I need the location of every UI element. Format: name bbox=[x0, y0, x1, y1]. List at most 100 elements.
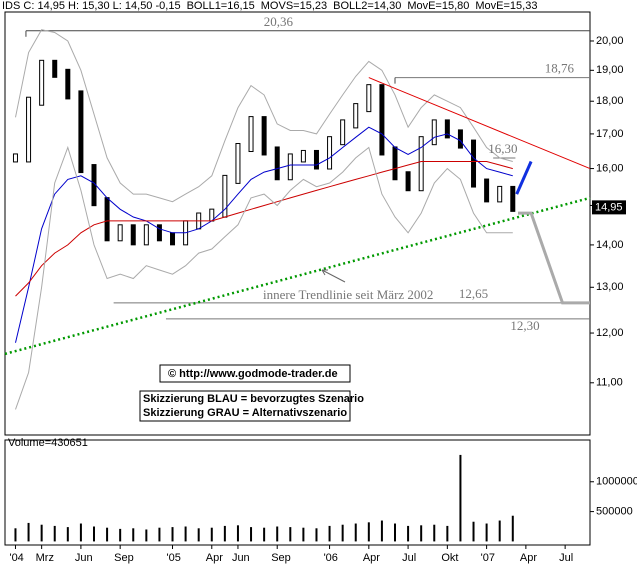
level-label: 18,76 bbox=[545, 61, 575, 76]
level-label: 20,36 bbox=[264, 14, 294, 29]
candle bbox=[26, 96, 32, 163]
candle bbox=[39, 59, 45, 106]
x-tick-label: Jul bbox=[559, 552, 573, 564]
volume-bar bbox=[27, 522, 30, 542]
volume-bar bbox=[197, 528, 200, 542]
volume-bar bbox=[223, 525, 226, 542]
candle bbox=[287, 153, 293, 181]
volume-bar bbox=[394, 523, 396, 542]
volume-bar bbox=[263, 527, 266, 542]
volume-label: Volume=430651 bbox=[8, 437, 88, 449]
volume-bar bbox=[14, 528, 17, 542]
volume-bar bbox=[302, 527, 305, 542]
volume-bar bbox=[407, 525, 410, 542]
candle bbox=[392, 146, 398, 181]
candle bbox=[457, 129, 463, 149]
volume-bar bbox=[92, 526, 95, 542]
trendline bbox=[368, 77, 591, 170]
volume-bar bbox=[53, 525, 56, 542]
volume-bar bbox=[485, 523, 488, 542]
x-tick-label: Sep bbox=[114, 552, 134, 564]
volume-bar bbox=[236, 525, 239, 542]
volume-bar bbox=[40, 524, 43, 542]
candle bbox=[143, 224, 149, 246]
header-item: BOLL2=14,30 bbox=[333, 0, 401, 12]
y-tick-label: 12,00 bbox=[596, 327, 624, 339]
candle bbox=[78, 90, 84, 174]
volume-bar bbox=[459, 454, 462, 542]
copyright: © http://www.godmode-trader.de bbox=[168, 368, 338, 380]
volume-bar bbox=[354, 523, 357, 542]
candle bbox=[340, 119, 346, 146]
header-item: MOVS=15,23 bbox=[261, 0, 327, 12]
candle bbox=[418, 136, 424, 192]
scenario-path bbox=[518, 211, 590, 305]
x-tick-label: '05 bbox=[167, 552, 181, 564]
level-label: 16,30 bbox=[488, 141, 517, 156]
volume-bar bbox=[106, 527, 109, 542]
volume-frame bbox=[4, 439, 591, 546]
indicator-line bbox=[15, 126, 513, 343]
candle bbox=[366, 84, 372, 113]
indicator-line bbox=[15, 145, 513, 410]
candle bbox=[156, 224, 162, 242]
volume-bar bbox=[210, 527, 213, 542]
volume-bar bbox=[498, 520, 501, 542]
note-arrow bbox=[321, 269, 346, 283]
y-tick-label: 14,00 bbox=[596, 239, 624, 251]
y-tick-label: 20,00 bbox=[596, 35, 624, 47]
y-tick-label: 13,00 bbox=[596, 281, 624, 293]
candle bbox=[117, 224, 123, 242]
candle bbox=[261, 116, 267, 156]
candle bbox=[327, 136, 333, 170]
volume-bar bbox=[66, 527, 69, 542]
x-tick-label: '04 bbox=[9, 552, 23, 564]
volume-bar bbox=[367, 522, 370, 542]
candle bbox=[12, 153, 18, 163]
volume-bar bbox=[132, 528, 135, 542]
x-tick-label: Apr bbox=[363, 552, 380, 564]
volume-bar bbox=[250, 527, 253, 542]
legend-notes: Skizzierung BLAU = bevorzugtes Szenario … bbox=[139, 390, 364, 422]
header-item: MovE=15,33 bbox=[475, 0, 537, 12]
price-tag bbox=[592, 200, 626, 215]
candle bbox=[431, 119, 437, 146]
candle bbox=[353, 103, 359, 129]
header-item: BOLL1=16,15 bbox=[187, 0, 255, 12]
volume-bar bbox=[328, 525, 331, 542]
scenario-path bbox=[515, 160, 533, 195]
candle bbox=[52, 59, 58, 78]
plot bbox=[4, 29, 591, 542]
trend-note: innere Trendlinie seit März 2002 bbox=[263, 287, 433, 302]
candle bbox=[484, 178, 490, 203]
candle bbox=[65, 68, 71, 100]
trendline bbox=[4, 196, 591, 356]
volume-bar bbox=[171, 527, 174, 542]
volume-bar bbox=[380, 520, 383, 542]
x-tick-label: Sep bbox=[271, 552, 291, 564]
volume-bar bbox=[472, 521, 475, 542]
volume-bar bbox=[315, 528, 318, 542]
candle bbox=[104, 197, 110, 242]
volume-bar bbox=[79, 523, 82, 542]
candle bbox=[379, 84, 385, 156]
indicator-line bbox=[15, 161, 513, 297]
volume-bar bbox=[184, 526, 187, 542]
candle bbox=[130, 224, 136, 246]
y-tick-label: 19,00 bbox=[596, 64, 624, 76]
candle bbox=[248, 116, 254, 153]
volume-tick-label: 500000 bbox=[596, 505, 633, 517]
copyright-box: © http://www.godmode-trader.de bbox=[159, 364, 351, 383]
copyright-frame bbox=[159, 364, 351, 383]
volume-tick-label: 1000000 bbox=[596, 476, 637, 488]
volume-bar bbox=[276, 526, 279, 542]
note: Skizzierung GRAU = Alternativszenario bbox=[143, 407, 347, 419]
notes-frame bbox=[139, 390, 351, 422]
level-label: 12,30 bbox=[510, 318, 539, 333]
x-tick-label: Jul bbox=[402, 552, 416, 564]
volume-bar bbox=[341, 524, 344, 542]
candle bbox=[274, 146, 280, 181]
y-tick-label: 16,00 bbox=[596, 162, 624, 174]
